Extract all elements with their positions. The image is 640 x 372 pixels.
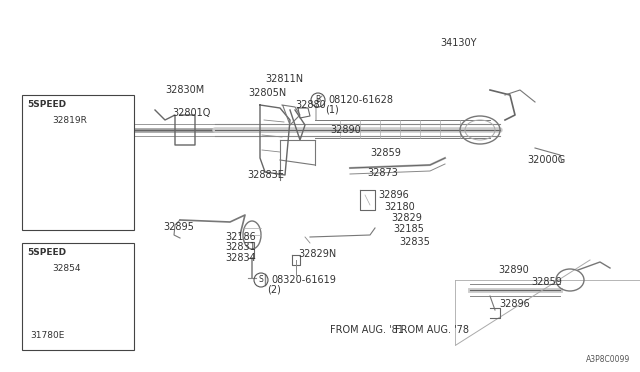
Text: 32805N: 32805N — [248, 88, 286, 98]
Text: 32896: 32896 — [499, 299, 530, 309]
Text: 32834: 32834 — [225, 253, 256, 263]
Text: 32180: 32180 — [384, 202, 415, 212]
Text: S: S — [259, 276, 264, 285]
Text: 08120-61628: 08120-61628 — [328, 95, 393, 105]
Text: (1): (1) — [325, 105, 339, 115]
Text: 32830M: 32830M — [165, 85, 204, 95]
Text: 32000G: 32000G — [527, 155, 565, 165]
Bar — [22, 95, 134, 230]
Text: 5SPEED: 5SPEED — [27, 248, 66, 257]
Text: 32873: 32873 — [367, 168, 398, 178]
Text: 5SPEED: 5SPEED — [27, 100, 66, 109]
Text: 32883E: 32883E — [247, 170, 284, 180]
Text: 32819R: 32819R — [52, 116, 87, 125]
Text: 32859: 32859 — [370, 148, 401, 158]
Text: 31780E: 31780E — [30, 331, 65, 340]
Text: 32185: 32185 — [393, 224, 424, 234]
Text: 32186: 32186 — [225, 232, 256, 242]
Text: 32890: 32890 — [330, 125, 361, 135]
Text: 32859: 32859 — [531, 277, 562, 287]
Text: 32890: 32890 — [498, 265, 529, 275]
Bar — [22, 243, 134, 350]
Text: FROM AUG. '81: FROM AUG. '81 — [330, 325, 404, 335]
Text: (2): (2) — [267, 284, 281, 294]
Text: 32835: 32835 — [399, 237, 430, 247]
Text: 32895: 32895 — [163, 222, 194, 232]
Text: 32854: 32854 — [52, 264, 81, 273]
Text: B: B — [316, 96, 321, 105]
Text: 32831: 32831 — [225, 242, 256, 252]
Text: 32880: 32880 — [295, 100, 326, 110]
Text: 08320-61619: 08320-61619 — [271, 275, 336, 285]
Text: 32811N: 32811N — [265, 74, 303, 84]
Text: 34130Y: 34130Y — [440, 38, 477, 48]
Text: 32801Q: 32801Q — [172, 108, 211, 118]
Text: 32829N: 32829N — [298, 249, 336, 259]
Text: A3P8C0099: A3P8C0099 — [586, 355, 630, 364]
Text: 32896: 32896 — [378, 190, 409, 200]
Text: 32829: 32829 — [391, 213, 422, 223]
Text: FROM AUG. '78: FROM AUG. '78 — [395, 325, 469, 335]
